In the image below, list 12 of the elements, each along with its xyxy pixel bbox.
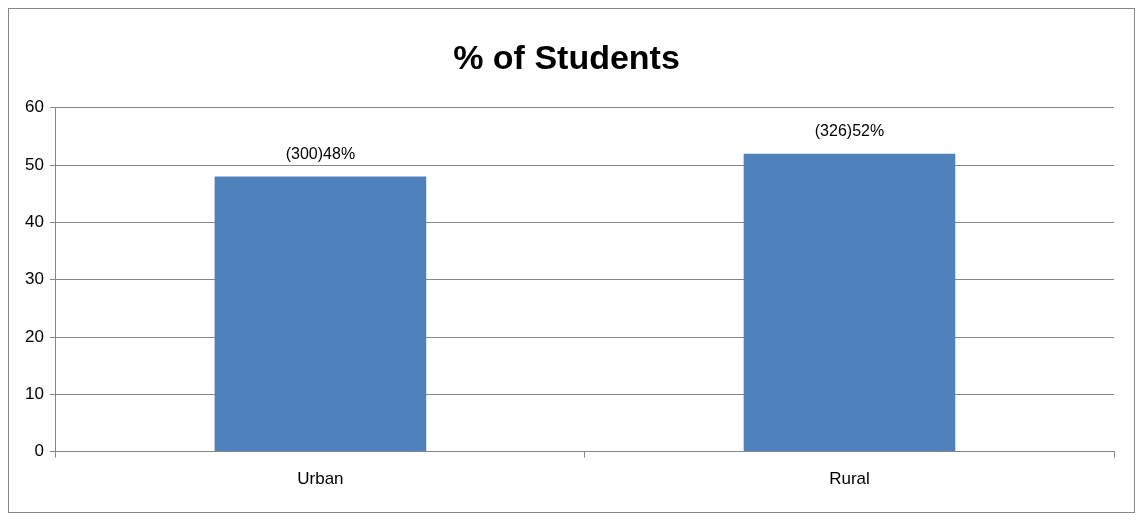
y-tick-label: 40 (24, 212, 44, 232)
data-label: (326)52% (814, 122, 885, 140)
y-tick-label: 60 (24, 97, 44, 117)
y-tick-label: 30 (24, 269, 44, 289)
chart-title: % of Students (453, 37, 680, 76)
x-tick-label: Urban (297, 469, 344, 489)
y-tick-label: 10 (24, 383, 44, 403)
x-tick-label: Rural (829, 469, 870, 489)
y-tick-label: 50 (24, 154, 44, 174)
data-label: (300)48% (285, 144, 356, 162)
y-tick-label: 20 (24, 326, 44, 346)
y-tick-label: 0 (34, 441, 44, 461)
